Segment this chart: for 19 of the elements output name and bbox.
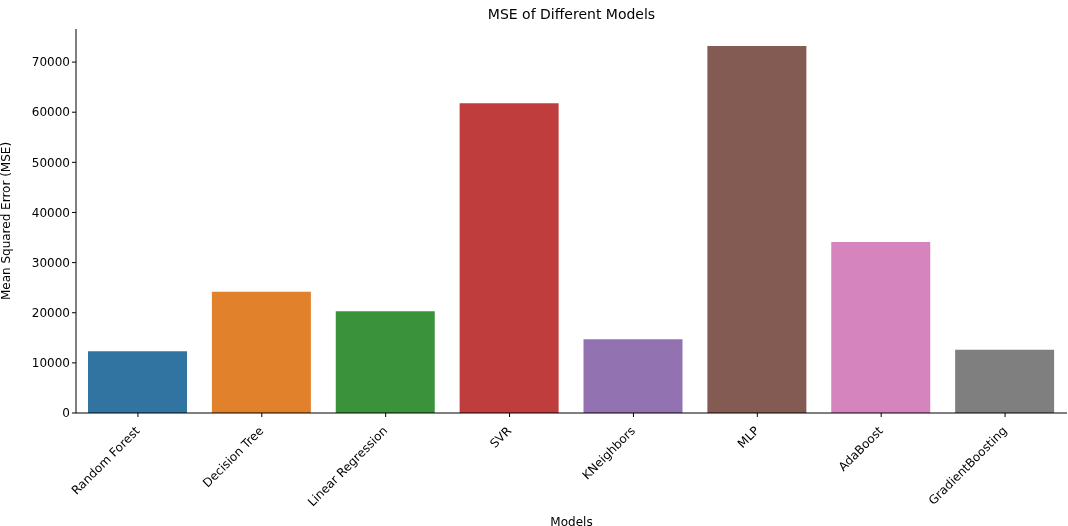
x-axis-title: Models bbox=[550, 515, 593, 526]
bar bbox=[831, 242, 931, 413]
bar bbox=[707, 46, 807, 413]
bar bbox=[583, 339, 683, 413]
chart-title: MSE of Different Models bbox=[486, 6, 657, 22]
y-tick-label: 40000 bbox=[31, 205, 70, 220]
y-axis-title: Mean Squared Error (MSE) bbox=[0, 141, 14, 301]
y-tick-label: 0 bbox=[62, 406, 70, 421]
bar bbox=[211, 291, 311, 413]
y-tick-label: 70000 bbox=[31, 55, 70, 70]
bar bbox=[955, 349, 1055, 413]
y-tick-label: 10000 bbox=[31, 356, 70, 371]
bar bbox=[88, 351, 187, 413]
y-tick-label: 50000 bbox=[31, 155, 70, 170]
y-tick-label: 60000 bbox=[31, 105, 70, 120]
y-tick-label: 20000 bbox=[31, 306, 70, 320]
y-tick-label: 30000 bbox=[31, 255, 70, 270]
bar bbox=[335, 311, 435, 413]
bar bbox=[459, 103, 559, 413]
